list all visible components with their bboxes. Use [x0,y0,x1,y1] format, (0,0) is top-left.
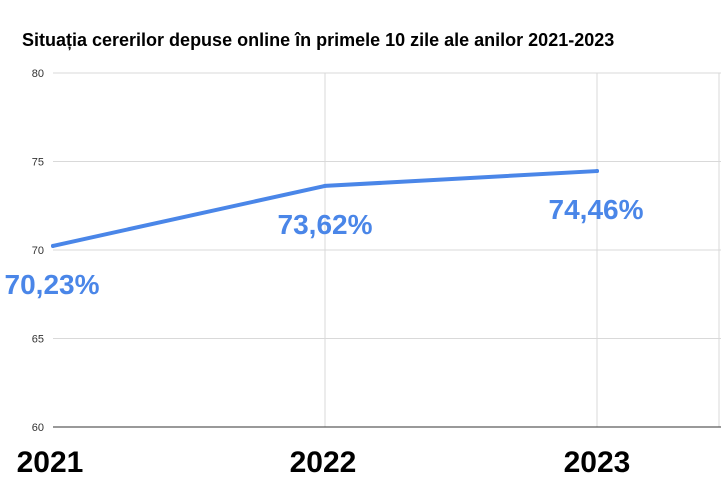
y-tick-label: 70 [32,245,44,257]
y-tick-label: 65 [32,334,44,346]
data-label: 70,23% [5,269,100,300]
y-tick-label: 75 [32,157,44,169]
data-label: 74,46% [549,194,644,225]
series [51,169,599,248]
x-tick-label: 2022 [290,446,357,479]
grid [53,72,721,428]
data-point [51,243,55,248]
chart-title: Situația cererilor depuse online în prim… [22,30,614,50]
data-point [595,169,599,174]
data-point [323,183,327,188]
data-labels: 70,23% 73,62% 74,46% [5,194,644,300]
y-tick-label: 80 [32,68,44,80]
axes: 60 65 70 75 80 2021 2022 2023 [17,68,721,479]
x-tick-label: 2023 [564,446,631,479]
y-tick-label: 60 [32,422,44,434]
data-label: 73,62% [278,209,373,240]
x-tick-label: 2021 [17,446,84,479]
